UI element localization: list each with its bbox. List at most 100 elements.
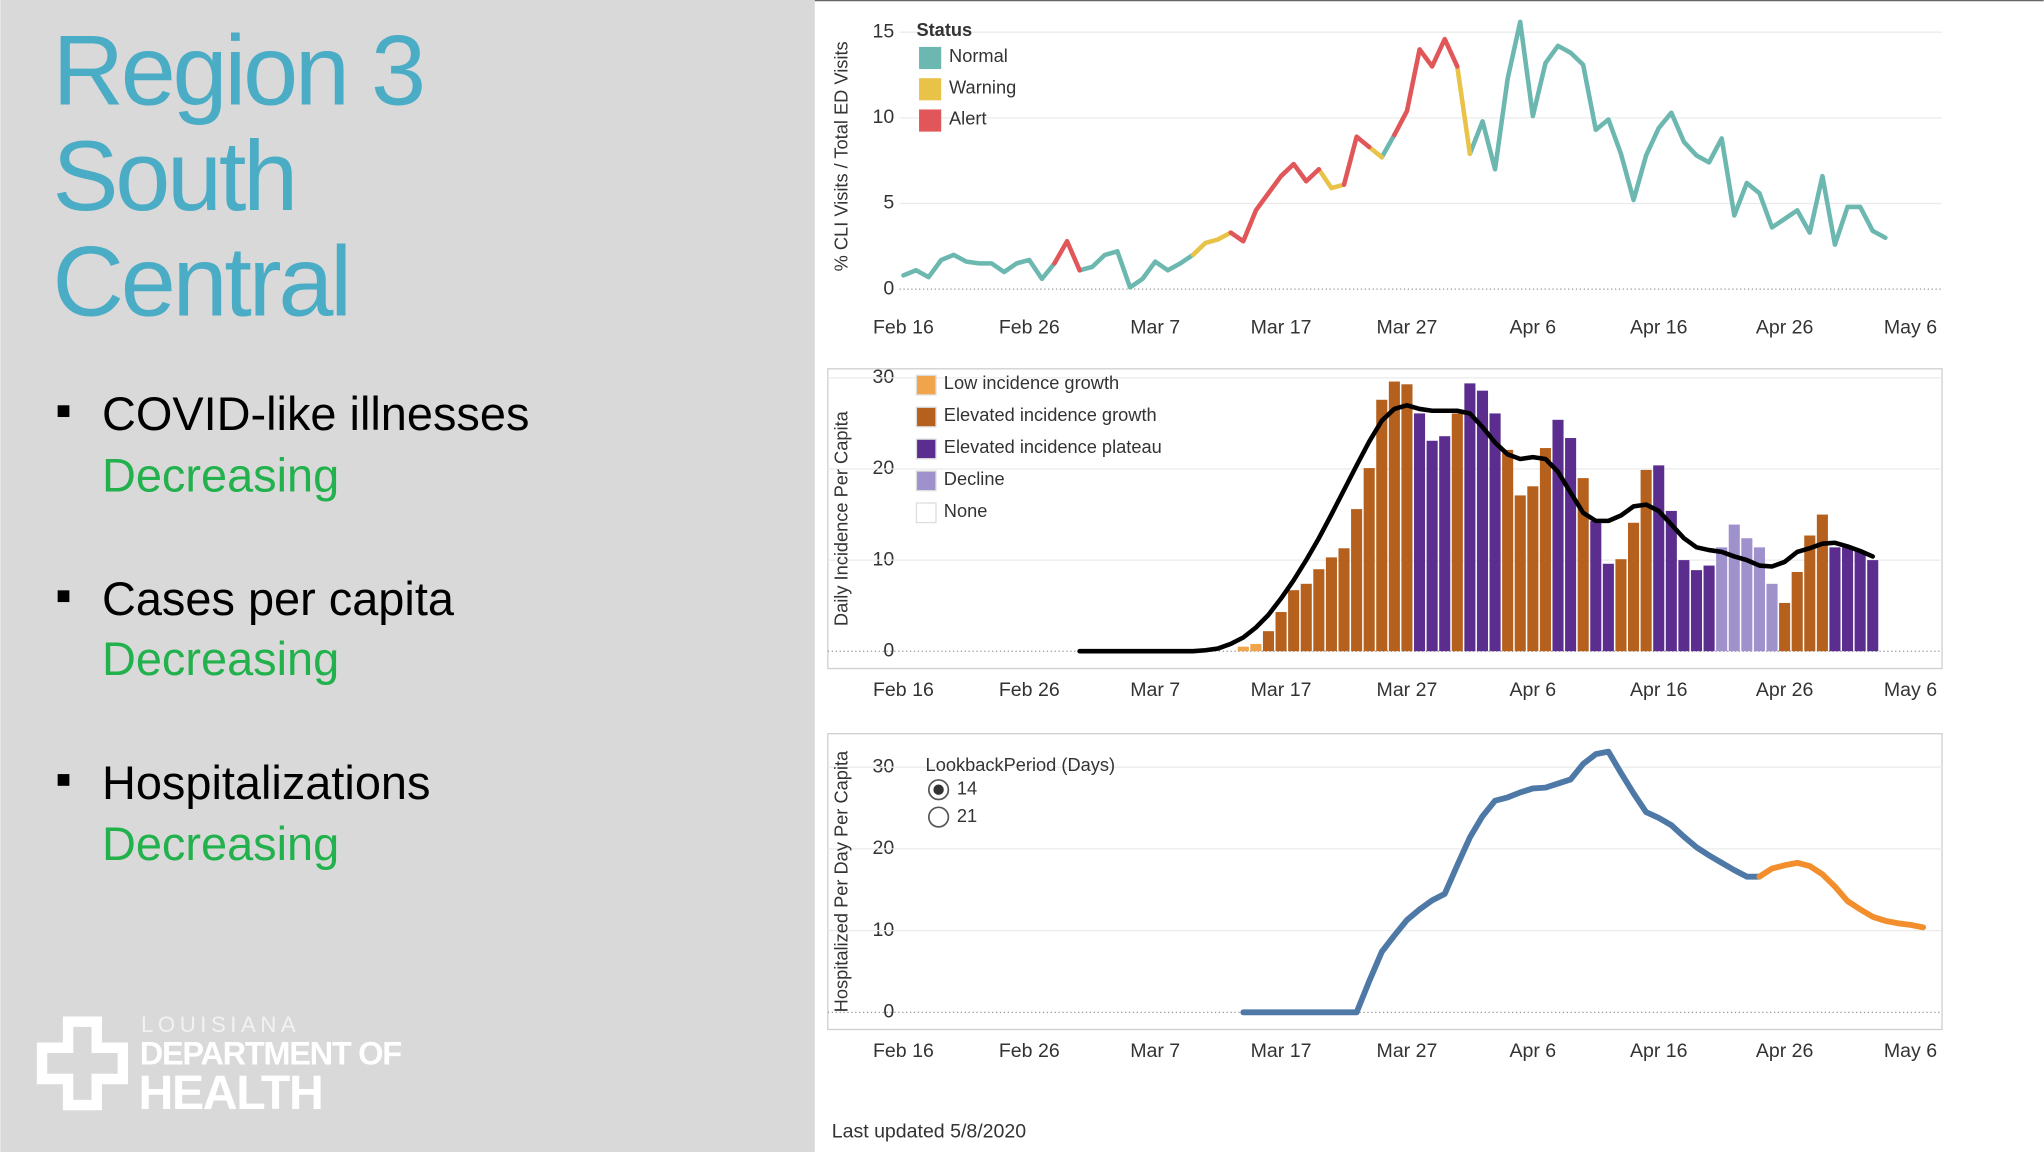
bar (1590, 520, 1602, 652)
legend-label: Alert (949, 108, 987, 129)
bar (1602, 563, 1614, 652)
x-tick-label: Apr 26 (1756, 317, 1814, 339)
bar (1867, 560, 1879, 652)
left-panel (0, 0, 815, 1152)
logo-text: HEALTH (138, 1066, 322, 1120)
bar (1539, 448, 1551, 652)
x-tick-label: Feb 16 (873, 1040, 934, 1062)
legend-label: Elevated incidence plateau (944, 436, 1162, 457)
x-tick-label: Feb 16 (873, 679, 934, 701)
bullet (57, 405, 70, 418)
plot-frame (827, 368, 1943, 670)
bar (1514, 495, 1526, 652)
radio-label: 21 (957, 805, 977, 826)
bullet-status: Decreasing (102, 449, 339, 501)
radio-label: 14 (957, 778, 977, 799)
legend-title: LookbackPeriod (Days) (926, 754, 1116, 775)
x-tick-label: Apr 6 (1509, 1040, 1556, 1062)
bar (1640, 469, 1652, 652)
logo-text: LOUISIANA (141, 1012, 300, 1037)
bar (1489, 413, 1501, 652)
bar (1300, 583, 1312, 652)
legend-swatch (915, 374, 937, 396)
bar (1250, 643, 1262, 652)
bar (1414, 413, 1426, 652)
bar (1502, 449, 1514, 652)
bar (1690, 570, 1703, 652)
logo: LOUISIANA DEPARTMENT OF HEALTH (36, 1012, 403, 1120)
bullet-status: Decreasing (102, 818, 339, 870)
y-tick-label: 5 (883, 192, 894, 214)
bar (1363, 468, 1375, 652)
line (1240, 748, 1763, 1016)
x-tick-label: Mar 7 (1130, 679, 1180, 701)
bar (1552, 419, 1564, 652)
bullet-label: Hospitalizations (102, 757, 431, 809)
legend-swatch (915, 406, 937, 428)
bar (1728, 524, 1740, 652)
chart: 0 10 20 30 Daily Incidence Per Capita Feb 16 F… (827, 366, 1943, 701)
y-tick-label: 10 (873, 106, 895, 128)
x-tick-label: Apr 16 (1630, 679, 1688, 701)
bullet (57, 774, 70, 786)
radio[interactable] (927, 806, 950, 828)
x-tick-label: May 6 (1884, 317, 1937, 339)
bullet-label: COVID-like illnesses (102, 388, 529, 440)
bar (1288, 590, 1300, 652)
y-tick-label: 10 (873, 919, 895, 941)
y-tick-label: 0 (883, 277, 894, 299)
bar (1816, 514, 1828, 652)
legend-label: Decline (944, 468, 1005, 489)
title-line: South (52, 120, 295, 231)
y-tick-label: 15 (873, 20, 895, 42)
bar (1476, 390, 1489, 652)
bar (1439, 436, 1451, 652)
legend-swatch (919, 78, 942, 101)
x-tick-label: Mar 27 (1377, 1040, 1438, 1062)
bar (1678, 560, 1690, 652)
bar (1653, 465, 1665, 652)
x-tick-label: Mar 17 (1251, 1040, 1312, 1062)
legend-label: Normal (949, 45, 1008, 66)
bar (1804, 535, 1816, 652)
bar (1527, 486, 1539, 652)
bar (1376, 399, 1388, 652)
legend-swatch (919, 46, 942, 70)
legend-title: Status (916, 19, 972, 40)
legend-swatch (915, 438, 937, 460)
y-tick-label: 0 (883, 1000, 894, 1022)
x-tick-label: Mar 27 (1377, 679, 1438, 701)
y-tick-label: 0 (883, 639, 894, 661)
chart: 0 5 10 15 % CLI Visits / Total ED Visits Feb … (830, 19, 1943, 339)
bar (1791, 571, 1803, 652)
bar (1388, 381, 1400, 652)
y-axis-label: Hospitalized Per Day Per Capita (830, 750, 851, 1012)
x-tick-label: Mar 7 (1130, 317, 1180, 339)
x-tick-label: Feb 26 (999, 679, 1060, 701)
logo-text: DEPARTMENT OF (140, 1036, 401, 1072)
bar (1741, 538, 1753, 652)
x-tick-label: Apr 26 (1756, 1040, 1814, 1062)
bar (1829, 547, 1841, 652)
bullet-status: Decreasing (102, 633, 339, 685)
bar (1779, 602, 1791, 652)
title-line: Central (52, 225, 348, 336)
bar (1615, 559, 1627, 652)
bar (1628, 522, 1640, 652)
line (1190, 64, 1473, 258)
x-tick-label: Feb 16 (873, 317, 934, 339)
bar (1451, 413, 1463, 652)
y-axis-label: % CLI Visits / Total ED Visits (830, 41, 851, 271)
x-tick-label: Feb 26 (999, 317, 1060, 339)
bar (1842, 547, 1854, 652)
legend-label: Warning (949, 76, 1016, 97)
bar (1703, 565, 1715, 652)
y-tick-label: 20 (873, 837, 895, 859)
title-line: Region 3 (52, 14, 422, 125)
x-tick-label: Mar 17 (1251, 679, 1312, 701)
bullet (57, 590, 70, 603)
bar (1351, 509, 1363, 652)
x-tick-label: May 6 (1884, 679, 1937, 701)
bar (1237, 646, 1249, 652)
